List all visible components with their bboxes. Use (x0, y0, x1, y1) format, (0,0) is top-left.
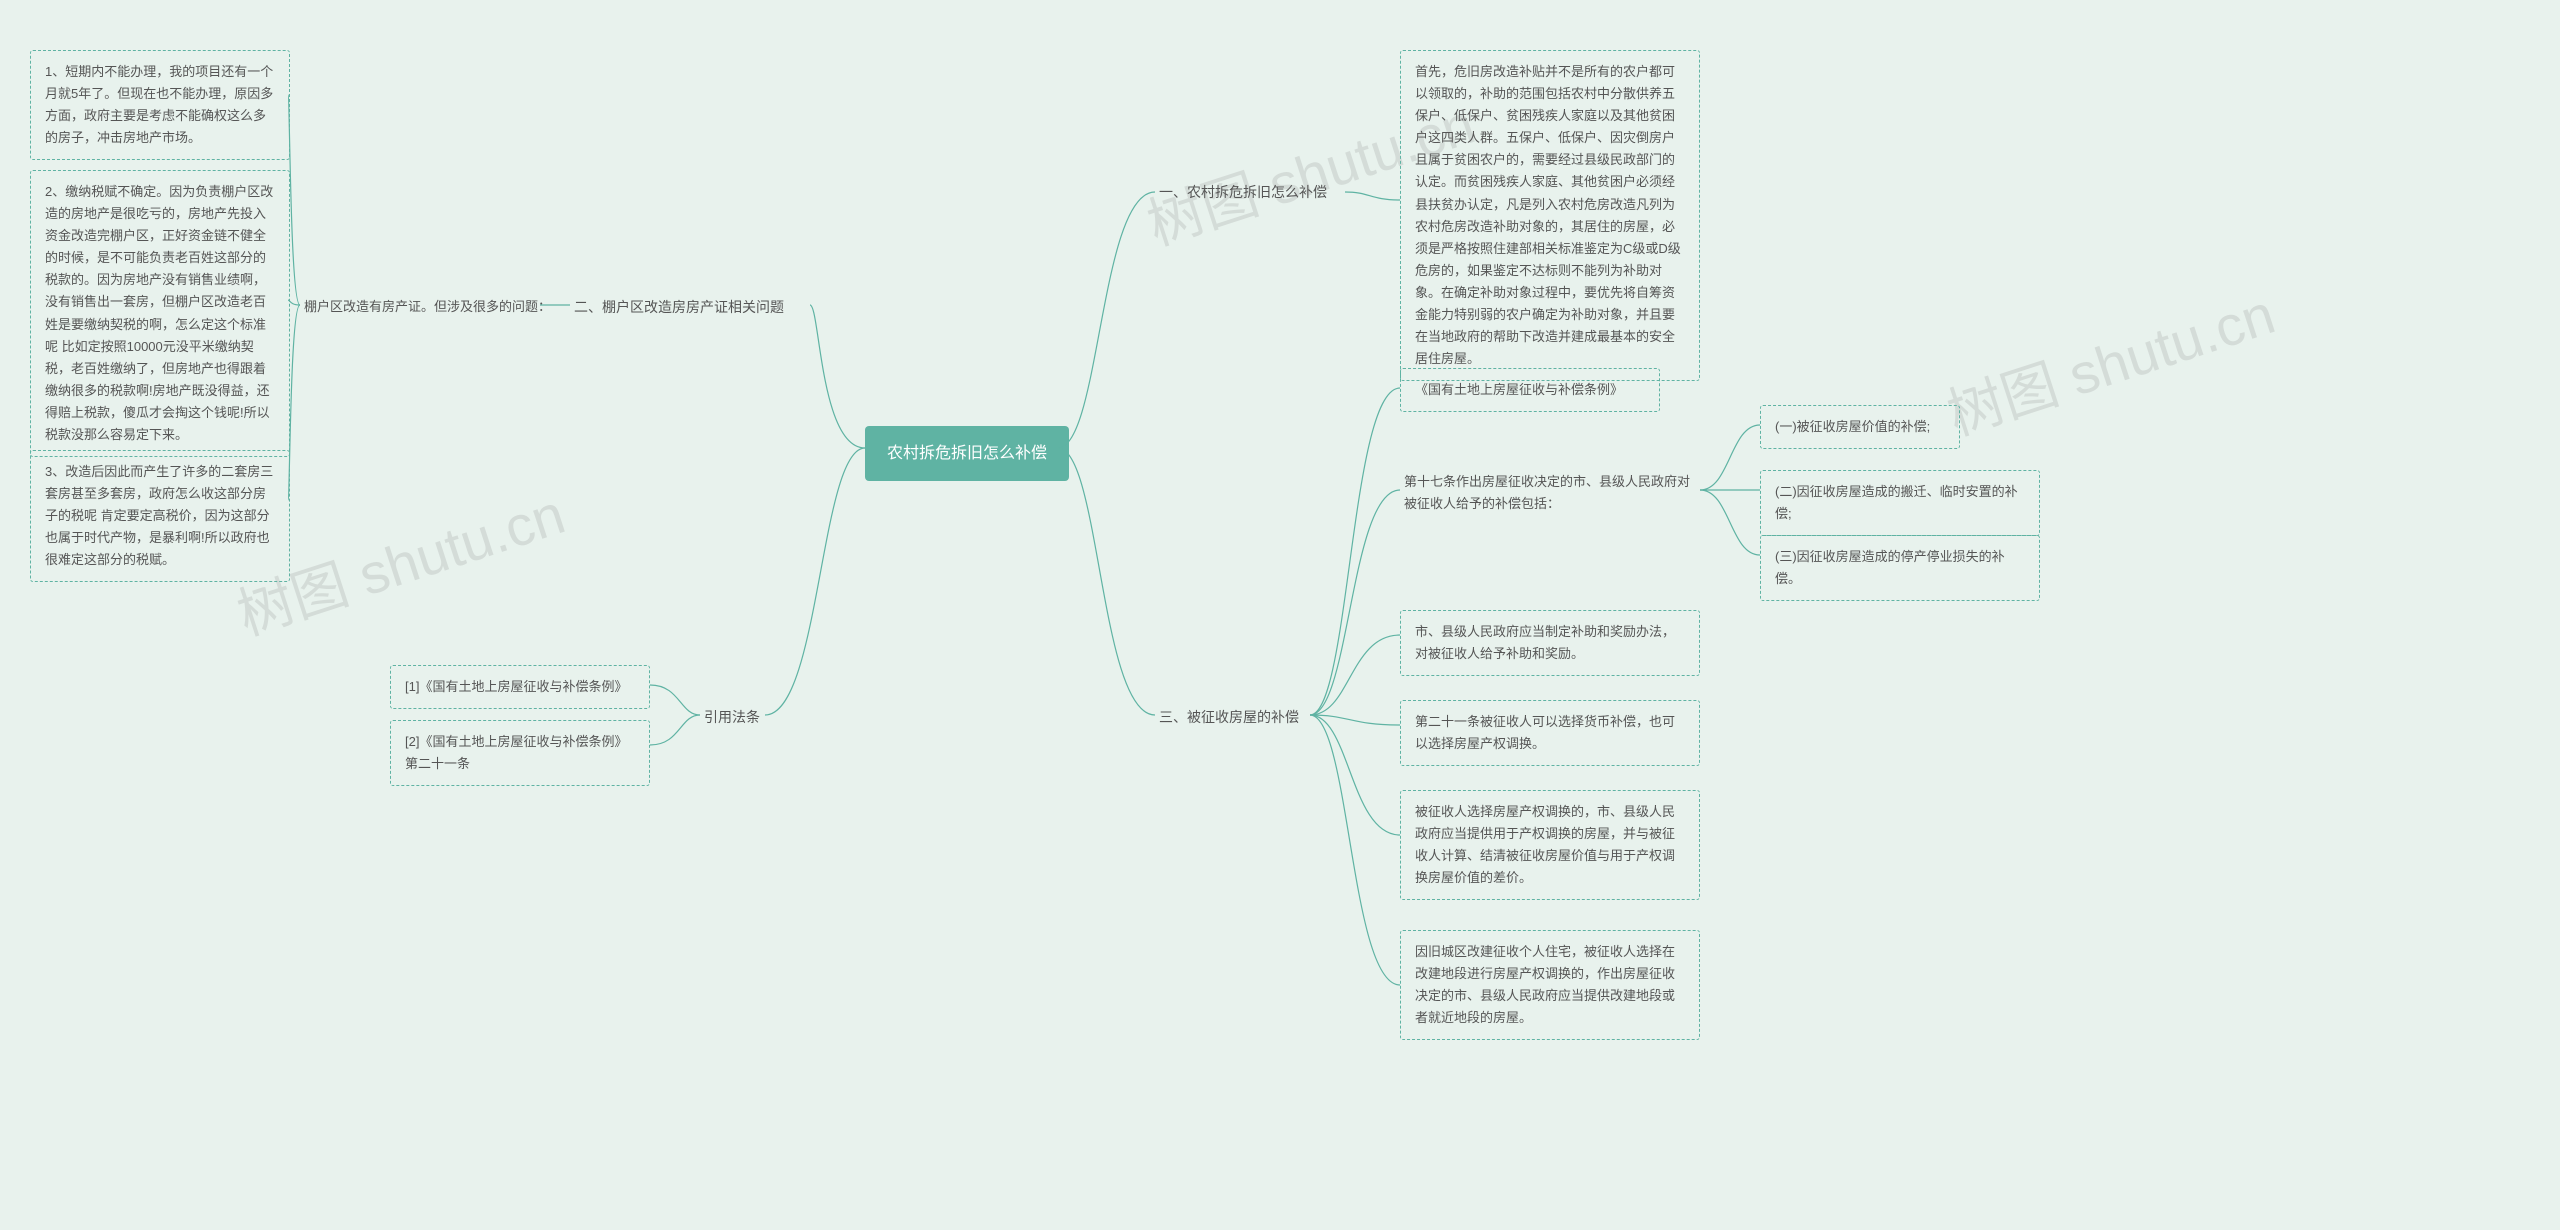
leaf-b3-2-3: (三)因征收房屋造成的停产停业损失的补偿。 (1760, 535, 2040, 601)
leaf-cite-1: [1]《国有土地上房屋征收与补偿条例》 (390, 665, 650, 709)
leaf-cite-2: [2]《国有土地上房屋征收与补偿条例》 第二十一条 (390, 720, 650, 786)
leaf-b2-3: 3、改造后因此而产生了许多的二套房三套房甚至多套房，政府怎么收这部分房子的税呢 … (30, 450, 290, 582)
branch-3[interactable]: 三、被征收房屋的补偿 (1155, 700, 1303, 736)
leaf-b2-1: 1、短期内不能办理，我的项目还有一个月就5年了。但现在也不能办理，原因多方面，政… (30, 50, 290, 160)
watermark: 树图 shutu.cn (1936, 270, 2284, 452)
leaf-b3-5: 被征收人选择房屋产权调换的，市、县级人民政府应当提供用于产权调换的房屋，并与被征… (1400, 790, 1700, 900)
leaf-b3-2-1: (一)被征收房屋价值的补偿; (1760, 405, 1960, 449)
leaf-b3-6: 因旧城区改建征收个人住宅，被征收人选择在改建地段进行房屋产权调换的，作出房屋征收… (1400, 930, 1700, 1040)
branch-2[interactable]: 二、棚户区改造房房产证相关问题 (570, 290, 788, 326)
leaf-b3-1: 《国有土地上房屋征收与补偿条例》 (1400, 368, 1660, 412)
leaf-b3-2-2: (二)因征收房屋造成的搬迁、临时安置的补偿; (1760, 470, 2040, 536)
branch-cite[interactable]: 引用法条 (700, 700, 764, 736)
leaf-b1: 首先，危旧房改造补贴并不是所有的农户都可以领取的，补助的范围包括农村中分散供养五… (1400, 50, 1700, 381)
leaf-b3-4: 第二十一条被征收人可以选择货币补偿，也可以选择房屋产权调换。 (1400, 700, 1700, 766)
root-node[interactable]: 农村拆危拆旧怎么补偿 (865, 426, 1069, 481)
branch-1[interactable]: 一、农村拆危拆旧怎么补偿 (1155, 175, 1331, 211)
leaf-b2-2: 2、缴纳税赋不确定。因为负责棚户区改造的房地产是很吃亏的，房地产先投入资金改造完… (30, 170, 290, 457)
mid-b2: 棚户区改造有房产证。但涉及很多的问题： (300, 290, 560, 324)
leaf-b3-3: 市、县级人民政府应当制定补助和奖励办法，对被征收人给予补助和奖励。 (1400, 610, 1700, 676)
leaf-b3-2: 第十七条作出房屋征收决定的市、县级人民政府对被征收人给予的补偿包括： (1400, 465, 1700, 521)
